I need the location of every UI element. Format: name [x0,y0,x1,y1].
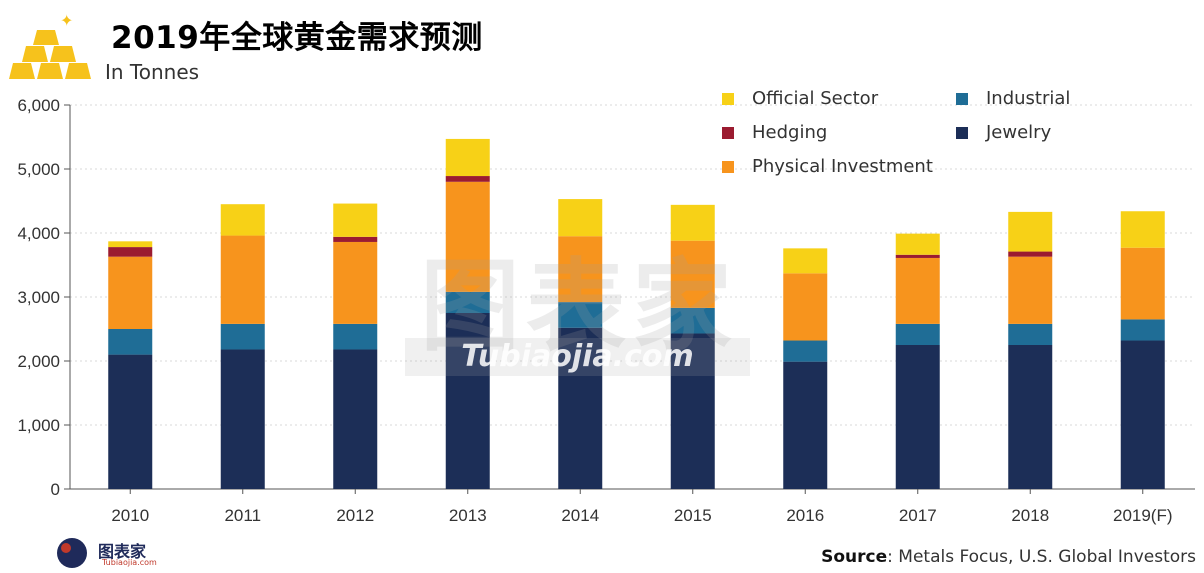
bar-segment-jewelry [783,361,828,489]
gold-bar-logo-icon [9,63,35,79]
y-tick-label: 6,000 [17,96,60,115]
bar-segment-physical-investment [220,235,265,324]
bar-segment-official-sector [220,204,265,236]
y-tick-label: 0 [51,480,60,499]
legend-item-official-sector: Official Sector [722,88,878,109]
bar-segment-jewelry [670,333,715,489]
legend-item-industrial: Industrial [956,88,1070,109]
bar-segment-jewelry [558,327,603,489]
x-tick-label: 2016 [786,506,824,525]
legend-item-hedging: Hedging [722,122,827,143]
gold-bar-logo-icon [33,30,59,45]
bar-segment-industrial [558,302,603,328]
bar-segment-physical-investment [333,241,378,324]
brand-name: 图表家 [98,542,147,561]
bar-segment-physical-investment [1008,256,1053,324]
bar-segment-official-sector [108,241,153,248]
bar-segment-industrial [670,307,715,334]
bar-segment-hedging [108,247,153,257]
bar-segment-industrial [108,329,153,355]
source-note: Source: Metals Focus, U.S. Global Invest… [821,547,1196,567]
bar-segment-jewelry [895,345,940,489]
brand-logo-dot-icon [61,543,71,553]
legend-swatch [722,126,734,139]
x-tick-label: 2015 [674,506,712,525]
x-tick-label: 2010 [111,506,149,525]
bar-segment-official-sector [670,204,715,241]
bar-segment-official-sector [333,203,378,237]
brand-logo-icon [57,538,87,568]
x-tick-label: 2011 [224,506,261,525]
source-label: Source [821,547,888,567]
bar-segment-physical-investment [1120,247,1165,320]
gold-bar-logo-icon [65,63,91,79]
bar-segment-official-sector [895,233,940,255]
bar-segment-physical-investment [783,273,828,341]
bar-segment-physical-investment [670,240,715,308]
source-text: : Metals Focus, U.S. Global Investors [887,547,1196,567]
bar-segment-hedging [1008,251,1053,257]
legend-swatch [722,92,734,105]
chart-title: 2019年全球黄金需求预测 [111,20,483,56]
legend-label: Official Sector [752,88,879,109]
bar-segment-industrial [1008,323,1053,345]
y-tick-label: 2,000 [17,352,60,371]
legend-label: Industrial [986,88,1071,109]
x-tick-label: 2014 [561,506,599,525]
bar-segment-industrial [783,340,828,362]
legend-label: Physical Investment [752,156,933,177]
y-tick-label: 3,000 [17,288,60,307]
bar-segment-jewelry [445,313,490,489]
bar-segment-official-sector [1008,211,1053,252]
x-tick-label: 2019(F) [1113,506,1173,525]
bar-segment-industrial [220,323,265,350]
bar-segment-official-sector [445,138,490,177]
brand-sub: Tubiaojia.com [102,558,157,567]
bar-segment-hedging [333,236,378,242]
bar-segment-official-sector [783,248,828,274]
bar-segment-jewelry [1008,345,1053,489]
bar-segment-industrial [333,323,378,350]
legend-item-jewelry: Jewelry [956,122,1051,143]
bar-segment-official-sector [1120,211,1165,248]
bar-segment-physical-investment [895,257,940,324]
bar-segment-industrial [445,291,490,313]
bar-segment-jewelry [108,354,153,489]
legend-swatch [956,126,968,139]
legend-label: Jewelry [986,122,1052,143]
x-tick-label: 2018 [1011,506,1049,525]
sparkle-icon: ✦ [60,11,73,30]
bar-segment-official-sector [558,199,603,237]
bar-segment-industrial [1120,319,1165,341]
bar-segment-jewelry [220,349,265,489]
x-tick-label: 2013 [449,506,487,525]
bar-segment-jewelry [333,349,378,489]
gold-bar-logo-icon [22,46,48,62]
gold-bar-logo-icon [50,46,76,62]
y-tick-label: 5,000 [17,160,60,179]
legend-swatch [722,160,734,173]
bar-segment-physical-investment [108,256,153,329]
legend-label: Hedging [752,122,828,143]
bar-segment-hedging [445,176,490,182]
y-tick-label: 4,000 [17,224,60,243]
x-tick-label: 2012 [336,506,374,525]
bar-segment-industrial [895,323,940,345]
bar-segment-physical-investment [558,236,603,303]
gold-bar-logo-icon [37,63,63,79]
bar-segment-jewelry [1120,340,1165,489]
legend-swatch [956,92,968,105]
bar-segment-hedging [895,254,940,258]
y-tick-label: 1,000 [17,416,60,435]
legend-item-physical-investment: Physical Investment [722,156,933,177]
bar-segment-physical-investment [445,181,490,292]
x-tick-label: 2017 [899,506,937,525]
y-axis-units-label: In Tonnes [105,60,200,84]
